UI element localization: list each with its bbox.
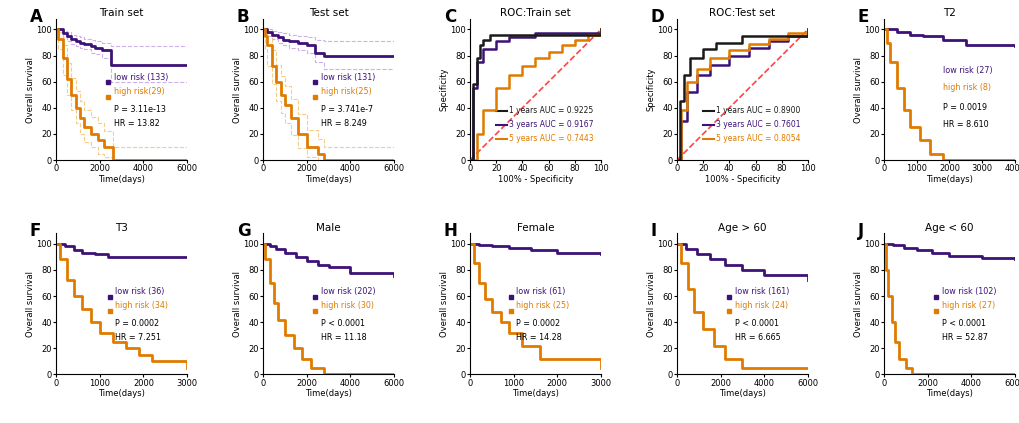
Y-axis label: Overall survival: Overall survival — [853, 271, 862, 337]
Text: A: A — [30, 8, 43, 26]
Text: P = 3.11e-13: P = 3.11e-13 — [114, 104, 165, 113]
Y-axis label: Overall survival: Overall survival — [439, 271, 448, 337]
Text: HR = 8.249: HR = 8.249 — [320, 118, 366, 128]
Text: low risk (61): low risk (61) — [516, 287, 565, 296]
Text: P = 0.0002: P = 0.0002 — [115, 319, 159, 328]
X-axis label: Time(days): Time(days) — [98, 175, 145, 184]
Text: F: F — [30, 222, 41, 240]
Text: E: E — [857, 8, 868, 26]
Text: C: C — [443, 8, 455, 26]
Text: P = 0.0002: P = 0.0002 — [516, 319, 559, 328]
X-axis label: Time(days): Time(days) — [305, 389, 352, 398]
Text: HR = 7.251: HR = 7.251 — [115, 333, 161, 342]
Text: HR = 13.82: HR = 13.82 — [114, 118, 159, 128]
Title: Test set: Test set — [309, 8, 348, 18]
Text: HR = 6.665: HR = 6.665 — [734, 333, 780, 342]
Text: 5 years AUC = 0.8054: 5 years AUC = 0.8054 — [715, 135, 800, 143]
Text: 3 years AUC = 0.9167: 3 years AUC = 0.9167 — [508, 120, 593, 129]
Text: high risk (25): high risk (25) — [516, 301, 569, 310]
Y-axis label: Overall survival: Overall survival — [25, 271, 35, 337]
Text: P < 0.0001: P < 0.0001 — [734, 319, 777, 328]
Y-axis label: Overall survival: Overall survival — [853, 57, 862, 123]
Title: Female: Female — [517, 222, 553, 233]
Text: low risk (36): low risk (36) — [115, 287, 164, 296]
Text: 3 years AUC = 0.7601: 3 years AUC = 0.7601 — [715, 120, 800, 129]
Text: B: B — [236, 8, 250, 26]
Title: T3: T3 — [115, 222, 128, 233]
X-axis label: 100% - Specificity: 100% - Specificity — [497, 175, 573, 184]
Text: 1 years AUC = 0.8900: 1 years AUC = 0.8900 — [715, 106, 800, 115]
Y-axis label: Overall survival: Overall survival — [25, 57, 35, 123]
Text: low risk (161): low risk (161) — [734, 287, 789, 296]
Text: low risk (202): low risk (202) — [320, 287, 375, 296]
X-axis label: Time(days): Time(days) — [925, 389, 972, 398]
Title: Male: Male — [316, 222, 340, 233]
Text: H: H — [443, 222, 458, 240]
Y-axis label: Overall survival: Overall survival — [646, 271, 655, 337]
Text: high risk(25): high risk(25) — [320, 87, 371, 96]
Y-axis label: Specificity: Specificity — [439, 68, 448, 111]
Text: 5 years AUC = 0.7443: 5 years AUC = 0.7443 — [508, 135, 593, 143]
Text: P < 0.0001: P < 0.0001 — [320, 319, 365, 328]
Text: HR = 8.610: HR = 8.610 — [942, 120, 987, 129]
Text: P = 0.0019: P = 0.0019 — [942, 103, 986, 112]
Text: low risk (27): low risk (27) — [942, 66, 991, 75]
Title: Age < 60: Age < 60 — [924, 222, 973, 233]
Text: high risk (30): high risk (30) — [320, 301, 373, 310]
Title: ROC:Test set: ROC:Test set — [708, 8, 774, 18]
Title: Age > 60: Age > 60 — [717, 222, 766, 233]
Text: low risk (102): low risk (102) — [941, 287, 996, 296]
X-axis label: Time(days): Time(days) — [925, 175, 972, 184]
Text: G: G — [236, 222, 251, 240]
Title: T2: T2 — [942, 8, 955, 18]
Y-axis label: Overall survival: Overall survival — [232, 271, 242, 337]
Title: ROC:Train set: ROC:Train set — [499, 8, 571, 18]
Y-axis label: Overall survival: Overall survival — [232, 57, 242, 123]
Text: P < 0.0001: P < 0.0001 — [941, 319, 984, 328]
X-axis label: Time(days): Time(days) — [512, 389, 558, 398]
Text: high risk (8): high risk (8) — [942, 83, 989, 92]
Text: D: D — [650, 8, 663, 26]
X-axis label: Time(days): Time(days) — [98, 389, 145, 398]
X-axis label: Time(days): Time(days) — [305, 175, 352, 184]
Text: 1 years AUC = 0.9225: 1 years AUC = 0.9225 — [508, 106, 593, 115]
Text: high risk(29): high risk(29) — [114, 87, 164, 96]
Text: high risk (27): high risk (27) — [941, 301, 994, 310]
X-axis label: Time(days): Time(days) — [718, 389, 765, 398]
X-axis label: 100% - Specificity: 100% - Specificity — [704, 175, 780, 184]
Title: Train set: Train set — [99, 8, 144, 18]
Text: high risk (34): high risk (34) — [115, 301, 168, 310]
Text: P = 3.741e-7: P = 3.741e-7 — [320, 104, 373, 113]
Text: I: I — [650, 222, 656, 240]
Y-axis label: Specificity: Specificity — [646, 68, 655, 111]
Text: HR = 14.28: HR = 14.28 — [516, 333, 561, 342]
Text: J: J — [857, 222, 863, 240]
Text: low risk (131): low risk (131) — [320, 73, 375, 82]
Text: high risk (24): high risk (24) — [734, 301, 787, 310]
Text: HR = 52.87: HR = 52.87 — [941, 333, 986, 342]
Text: low risk (133): low risk (133) — [114, 73, 168, 82]
Text: HR = 11.18: HR = 11.18 — [320, 333, 366, 342]
